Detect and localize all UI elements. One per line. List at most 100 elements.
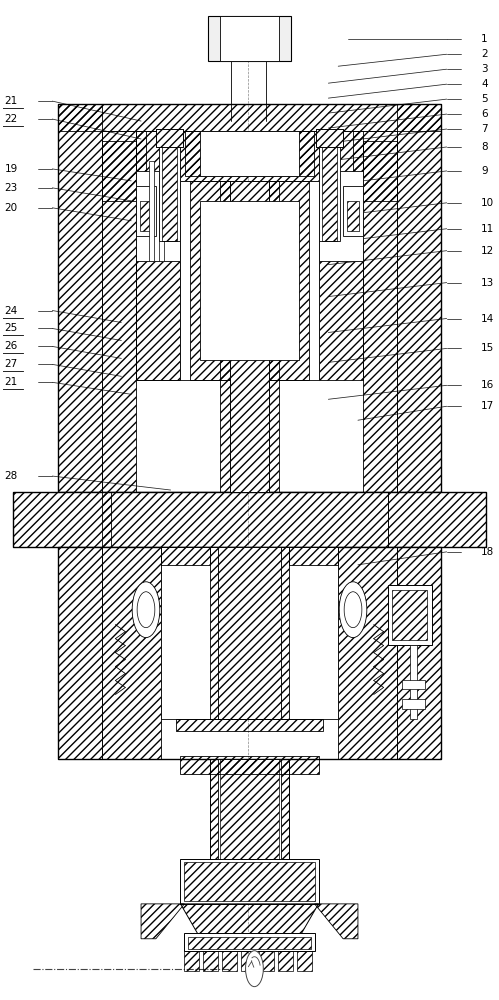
- Bar: [186, 131, 313, 176]
- Bar: [315, 129, 343, 147]
- Bar: [58, 104, 441, 131]
- Bar: [190, 181, 309, 380]
- Bar: [210, 759, 289, 859]
- Bar: [230, 181, 269, 492]
- Bar: [156, 129, 184, 147]
- Text: 14: 14: [481, 314, 495, 324]
- Text: 26: 26: [4, 341, 18, 351]
- Bar: [210, 547, 289, 719]
- Bar: [220, 16, 279, 61]
- Text: 17: 17: [481, 401, 495, 411]
- Bar: [161, 547, 210, 565]
- Bar: [318, 131, 340, 241]
- Bar: [230, 181, 269, 492]
- Bar: [162, 131, 177, 241]
- Bar: [388, 492, 486, 547]
- Text: 18: 18: [481, 547, 495, 557]
- Bar: [161, 547, 338, 719]
- Bar: [402, 699, 425, 709]
- Text: 5: 5: [481, 94, 488, 104]
- Bar: [185, 951, 199, 971]
- Circle shape: [339, 582, 367, 638]
- Bar: [203, 951, 218, 971]
- Bar: [200, 201, 299, 360]
- Bar: [136, 186, 156, 236]
- Bar: [136, 171, 181, 261]
- Text: 16: 16: [481, 380, 495, 390]
- Bar: [315, 129, 343, 147]
- Text: 3: 3: [481, 64, 488, 74]
- Bar: [102, 141, 136, 492]
- Text: 21: 21: [4, 96, 18, 106]
- Bar: [176, 719, 323, 731]
- Bar: [218, 759, 281, 859]
- Bar: [338, 547, 397, 759]
- Bar: [13, 492, 486, 547]
- Bar: [392, 590, 427, 640]
- Bar: [222, 951, 237, 971]
- Bar: [410, 645, 417, 719]
- Text: 2: 2: [481, 49, 488, 59]
- Bar: [181, 131, 318, 181]
- Text: 19: 19: [4, 164, 18, 174]
- Bar: [159, 161, 164, 261]
- Text: 11: 11: [481, 224, 495, 234]
- Bar: [289, 547, 338, 565]
- Bar: [402, 680, 425, 689]
- Bar: [188, 937, 311, 949]
- Bar: [58, 104, 441, 492]
- Bar: [259, 951, 274, 971]
- Bar: [58, 104, 102, 492]
- Text: 4: 4: [481, 79, 488, 89]
- Text: 9: 9: [481, 166, 488, 176]
- Text: 28: 28: [4, 471, 18, 481]
- Bar: [13, 492, 111, 547]
- Bar: [208, 16, 291, 61]
- Bar: [156, 129, 184, 147]
- Bar: [58, 547, 441, 759]
- Bar: [200, 131, 299, 176]
- Bar: [149, 161, 154, 261]
- Bar: [363, 141, 397, 492]
- Bar: [102, 492, 388, 547]
- Bar: [397, 104, 441, 492]
- Text: 10: 10: [481, 198, 495, 208]
- Circle shape: [246, 951, 263, 987]
- Text: 20: 20: [4, 203, 18, 213]
- Bar: [136, 131, 181, 380]
- Bar: [347, 201, 359, 231]
- Text: 1: 1: [481, 34, 488, 44]
- Bar: [181, 756, 318, 774]
- Bar: [241, 951, 255, 971]
- Bar: [102, 131, 146, 201]
- Bar: [220, 759, 279, 859]
- Bar: [140, 201, 152, 231]
- Bar: [318, 131, 363, 380]
- Bar: [181, 181, 318, 380]
- Bar: [322, 131, 337, 241]
- Text: 21: 21: [4, 377, 18, 387]
- Circle shape: [132, 582, 160, 638]
- Bar: [397, 547, 441, 759]
- Bar: [185, 933, 314, 951]
- Text: 12: 12: [481, 246, 495, 256]
- Text: 7: 7: [481, 124, 488, 134]
- Text: 24: 24: [4, 306, 18, 316]
- Bar: [218, 547, 281, 719]
- Bar: [181, 859, 318, 904]
- Text: 8: 8: [481, 142, 488, 152]
- Text: 6: 6: [481, 109, 488, 119]
- Bar: [343, 186, 363, 236]
- Text: 25: 25: [4, 323, 18, 333]
- Text: 27: 27: [4, 359, 18, 369]
- Bar: [297, 951, 311, 971]
- Bar: [218, 547, 281, 719]
- Bar: [220, 181, 279, 492]
- Bar: [278, 951, 293, 971]
- Text: 13: 13: [481, 278, 495, 288]
- Bar: [159, 131, 181, 241]
- Text: 15: 15: [481, 343, 495, 353]
- Bar: [185, 862, 314, 901]
- Text: 22: 22: [4, 114, 18, 124]
- Bar: [58, 547, 102, 759]
